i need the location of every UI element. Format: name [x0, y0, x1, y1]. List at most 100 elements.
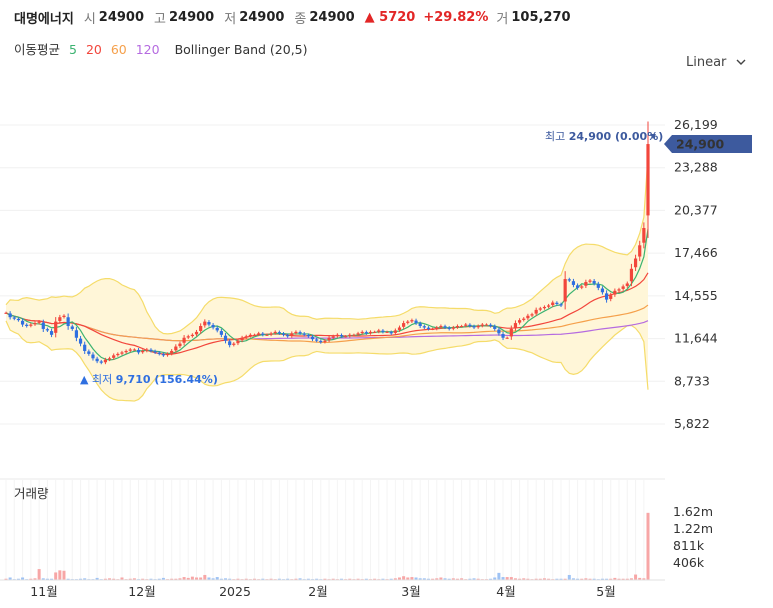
- ma-20-label[interactable]: 20: [85, 42, 102, 57]
- high-label: 고: [154, 12, 166, 27]
- candle-body: [455, 326, 460, 328]
- candle-body: [199, 326, 203, 331]
- bollinger-label[interactable]: Bollinger Band (20,5): [174, 42, 308, 57]
- ma-5-label[interactable]: 5: [69, 42, 77, 57]
- candle-body: [592, 280, 596, 284]
- ma-60-label[interactable]: 60: [110, 42, 127, 57]
- volume-tick-label: 811k: [673, 538, 705, 553]
- candle-body: [240, 337, 244, 341]
- price-tick-label: 20,377: [674, 202, 718, 217]
- volume-bar: [161, 577, 165, 580]
- price-tick-label: 5,822: [674, 416, 710, 431]
- volume-bar: [66, 578, 70, 580]
- candle-body: [219, 331, 223, 335]
- candle-body: [66, 317, 70, 327]
- candle-body: [339, 335, 344, 337]
- candle-body: [153, 351, 157, 353]
- candle-body: [397, 327, 402, 330]
- candle-body: [418, 323, 422, 327]
- candle-body: [567, 279, 571, 281]
- ma-20-line: [5, 272, 649, 355]
- candle-body: [513, 323, 518, 329]
- volume-bar: [534, 578, 538, 580]
- candle-body: [377, 330, 381, 332]
- candle-body: [294, 331, 298, 334]
- candle-body: [613, 290, 617, 295]
- open-value: 24900: [98, 10, 145, 25]
- candle-body: [389, 332, 393, 334]
- candle-body: [161, 354, 165, 356]
- high-marker-icon: [650, 134, 656, 139]
- candle-body: [356, 333, 360, 335]
- volume-bar: [211, 578, 215, 580]
- candle-body: [542, 306, 547, 309]
- volume-bar: [538, 578, 542, 580]
- volume-bar: [178, 578, 182, 580]
- volume-bar: [4, 578, 8, 580]
- candle-body: [344, 336, 348, 338]
- volume-bar: [348, 578, 352, 580]
- candle-body: [638, 245, 642, 257]
- x-tick-label: 2025: [219, 584, 251, 599]
- volume-bar: [397, 577, 401, 580]
- volume-bar: [447, 578, 451, 580]
- candle-body: [116, 353, 120, 356]
- volume-bar: [50, 578, 54, 580]
- volume-bar: [518, 578, 522, 580]
- candle-body: [12, 317, 16, 319]
- volume-bar: [513, 578, 517, 580]
- candle-body: [194, 331, 199, 335]
- volume-bar: [580, 578, 584, 580]
- candle-body: [323, 340, 327, 342]
- volume-bar: [149, 578, 153, 580]
- candle-body: [290, 333, 294, 336]
- volume-bar: [505, 577, 509, 580]
- high-value: 24900: [168, 10, 215, 25]
- candle-body: [426, 327, 431, 329]
- candle-body: [571, 281, 576, 285]
- volume-bar: [381, 578, 385, 580]
- volume-bar: [120, 577, 124, 580]
- volume-bar: [108, 578, 112, 580]
- volume-bar: [501, 577, 505, 580]
- candle-body: [447, 327, 451, 329]
- candle-body: [493, 326, 497, 329]
- candle-body: [393, 330, 397, 333]
- candle-body: [186, 336, 190, 338]
- candle-body: [360, 331, 364, 334]
- volume-bar: [306, 578, 310, 580]
- volume-bar: [79, 578, 83, 580]
- volume-bar: [613, 577, 617, 580]
- ma-120-label[interactable]: 120: [135, 42, 160, 57]
- volume-bar: [600, 578, 604, 580]
- scale-selector[interactable]: Linear: [686, 55, 746, 70]
- volume-bar: [460, 578, 464, 580]
- candle-body: [252, 334, 257, 336]
- moving-average-label[interactable]: 이동평균: [14, 42, 61, 57]
- ma-5-line: [5, 228, 649, 361]
- candle-body: [406, 321, 410, 323]
- candle-body: [335, 334, 339, 337]
- x-tick-label: 5월: [596, 584, 615, 599]
- volume-bar: [414, 577, 418, 580]
- candle-body: [575, 285, 580, 288]
- volume-bar: [563, 578, 567, 580]
- candle-body: [348, 334, 352, 337]
- volume-bar: [224, 578, 228, 580]
- candle-body: [621, 286, 625, 289]
- candle-body: [497, 329, 501, 334]
- x-tick-label: 2월: [308, 584, 327, 599]
- candle-body: [538, 308, 542, 310]
- candle-body: [439, 326, 443, 328]
- candle-body: [178, 343, 182, 347]
- volume-bar: [555, 578, 559, 580]
- volume-bar: [103, 578, 107, 580]
- volume-bar: [112, 578, 116, 580]
- volume-bar: [402, 576, 406, 580]
- volume-bar: [422, 578, 426, 580]
- volume-bar: [364, 578, 368, 580]
- price-tick-label: 17,466: [674, 245, 718, 260]
- candle-body: [385, 331, 389, 333]
- candle-body: [451, 327, 455, 329]
